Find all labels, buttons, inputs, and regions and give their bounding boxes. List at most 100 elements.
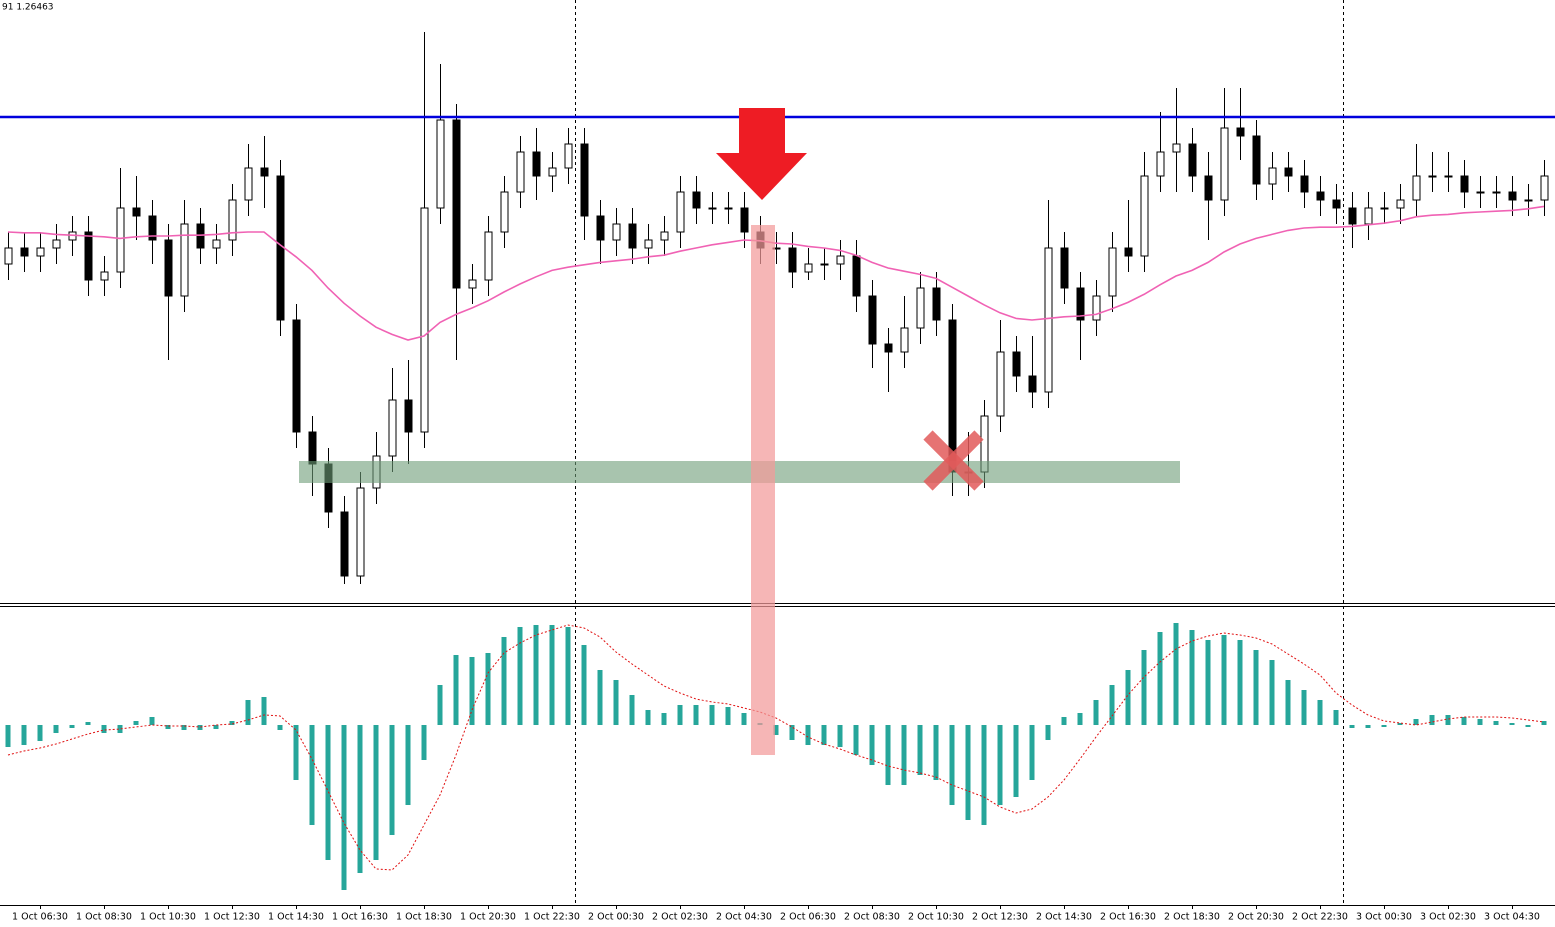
candle-body <box>404 399 413 433</box>
candle-body <box>836 255 845 265</box>
candle-body <box>1412 175 1421 201</box>
candle-body <box>740 207 749 233</box>
candle-body <box>1012 351 1021 377</box>
macd-bar <box>965 725 971 820</box>
macd-bar <box>149 717 155 725</box>
x-tick-label: 2 Oct 08:30 <box>844 912 900 923</box>
macd-bar <box>901 725 907 785</box>
macd-bar <box>1493 721 1499 725</box>
macd-bar <box>293 725 299 780</box>
candle-body <box>1252 135 1261 185</box>
macd-bar <box>581 645 587 725</box>
macd-bar <box>1509 723 1515 725</box>
x-tick-label: 3 Oct 04:30 <box>1484 912 1540 923</box>
macd-bar <box>837 725 843 747</box>
macd-bar <box>1061 717 1067 725</box>
candle-body <box>420 207 429 433</box>
macd-signal-line <box>7 624 1545 871</box>
candle-body <box>1396 199 1405 209</box>
x-tick-label: 1 Oct 14:30 <box>268 912 324 923</box>
macd-bar <box>37 725 43 741</box>
candle-body <box>1380 207 1389 210</box>
macd-bar <box>1109 685 1115 725</box>
macd-bar <box>741 713 747 725</box>
macd-bar <box>21 725 27 745</box>
candle-body <box>564 143 573 169</box>
macd-bar <box>485 653 491 725</box>
macd-bar <box>693 705 699 725</box>
macd-bar <box>789 725 795 740</box>
macd-bar <box>597 670 603 725</box>
candle-body <box>1332 199 1341 209</box>
macd-bar <box>725 707 731 725</box>
macd-bar <box>869 725 875 765</box>
candle-body <box>100 271 109 281</box>
candle-body <box>932 287 941 321</box>
macd-bar <box>53 725 59 733</box>
candle-body <box>1124 247 1133 257</box>
candle-body <box>804 263 813 273</box>
candle-body <box>340 511 349 577</box>
macd-bar <box>981 725 987 825</box>
x-tick-label: 1 Oct 16:30 <box>332 912 388 923</box>
macd-bar <box>1141 650 1147 725</box>
candle-body <box>1140 175 1149 257</box>
macd-bar <box>165 725 171 729</box>
macd-bar <box>261 697 267 725</box>
x-tick-label: 2 Oct 06:30 <box>780 912 836 923</box>
macd-bar <box>533 625 539 725</box>
macd-bar <box>997 725 1003 805</box>
candle-body <box>852 255 861 297</box>
macd-bar <box>885 725 891 785</box>
macd-bar <box>1541 721 1547 725</box>
candle-body <box>1300 175 1309 193</box>
candle-body <box>1028 375 1037 393</box>
macd-bar <box>1301 690 1307 725</box>
candle-body <box>1156 151 1165 177</box>
x-tick-label: 2 Oct 20:30 <box>1228 912 1284 923</box>
candle-body <box>228 199 237 241</box>
moving-average <box>7 205 1545 341</box>
candle-body <box>180 223 189 297</box>
x-tick-label: 2 Oct 22:30 <box>1292 912 1348 923</box>
macd-bar <box>549 625 555 725</box>
candle-body <box>1220 127 1229 201</box>
candle-body <box>1540 175 1549 201</box>
candle-body <box>484 231 493 281</box>
macd-bar <box>117 725 123 733</box>
macd-bar <box>1285 680 1291 725</box>
candle-body <box>916 287 925 329</box>
macd-bar <box>85 722 91 725</box>
candle-body <box>532 151 541 177</box>
macd-bar <box>1045 725 1051 740</box>
macd-bar <box>917 725 923 775</box>
candle-body <box>260 167 269 177</box>
candle-body <box>212 239 221 249</box>
macd-bar <box>677 705 683 725</box>
macd-bar <box>181 725 187 730</box>
candle-body <box>996 351 1005 417</box>
macd-bar <box>69 725 75 728</box>
cross-mark <box>923 430 984 491</box>
x-tick-label: 2 Oct 04:30 <box>716 912 772 923</box>
macd-bar <box>1477 719 1483 725</box>
x-tick-label: 3 Oct 00:30 <box>1356 912 1412 923</box>
candle-body <box>692 191 701 209</box>
macd-bar <box>1205 640 1211 725</box>
x-tick-label: 2 Oct 16:30 <box>1100 912 1156 923</box>
candle-body <box>644 239 653 249</box>
candle-body <box>1236 127 1245 137</box>
candle-body <box>580 143 589 217</box>
macd-bar <box>325 725 331 860</box>
macd-bar <box>1349 725 1355 728</box>
candle-body <box>1524 199 1533 202</box>
macd-bar <box>213 725 219 729</box>
macd-bar <box>197 725 203 730</box>
x-tick-label: 2 Oct 02:30 <box>652 912 708 923</box>
macd-bar <box>629 695 635 725</box>
sell-arrow <box>716 108 807 200</box>
candle-body <box>820 263 829 266</box>
x-tick-label: 1 Oct 12:30 <box>204 912 260 923</box>
candle-body <box>1108 247 1117 297</box>
